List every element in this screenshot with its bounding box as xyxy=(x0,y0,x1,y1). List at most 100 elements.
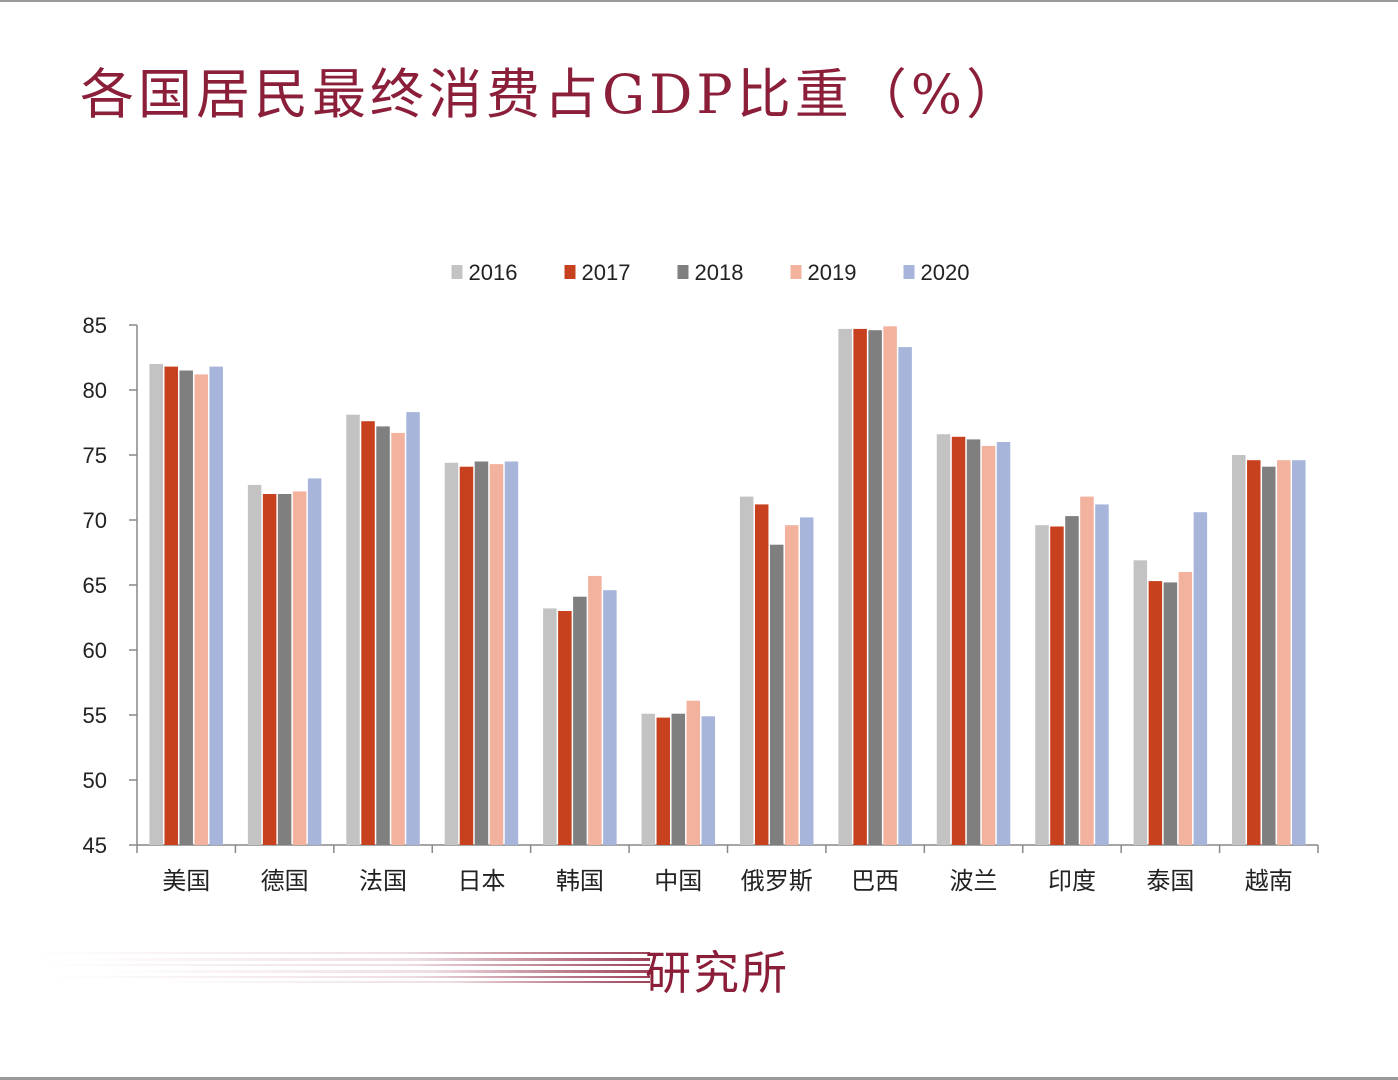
bar-2019 xyxy=(686,700,701,845)
x-tick-label: 印度 xyxy=(1048,867,1096,895)
bar-2018 xyxy=(277,494,292,845)
bar-2017 xyxy=(1247,460,1261,845)
bar-2019 xyxy=(489,464,504,845)
bar-2016 xyxy=(936,434,951,845)
legend-swatch-2017 xyxy=(564,265,576,279)
legend-label-2016: 2016 xyxy=(469,260,518,285)
bar-2019 xyxy=(1178,572,1193,845)
bar-2019 xyxy=(981,445,996,845)
x-tick-label: 泰国 xyxy=(1146,867,1194,895)
bar-2017 xyxy=(459,466,474,845)
bar-2020 xyxy=(209,366,223,845)
x-tick-label: 巴西 xyxy=(851,867,899,895)
bar-2016 xyxy=(444,462,459,845)
legend-swatch-2016 xyxy=(451,265,463,279)
bar-2019 xyxy=(1080,496,1094,845)
bar-2018 xyxy=(179,370,193,845)
bar-2018 xyxy=(671,713,686,845)
bar-2020 xyxy=(799,517,814,845)
bar-2020 xyxy=(1193,512,1208,845)
legend-swatch-2018 xyxy=(677,265,689,279)
bar-2016 xyxy=(247,484,262,845)
bar-2019 xyxy=(883,326,897,845)
y-tick-label: 75 xyxy=(83,443,107,468)
bar-2019 xyxy=(588,575,602,845)
legend-label-2017: 2017 xyxy=(582,260,631,285)
y-tick-label: 80 xyxy=(83,378,107,403)
y-tick-label: 85 xyxy=(83,313,107,338)
bar-2020 xyxy=(996,442,1011,845)
bar-2017 xyxy=(558,611,572,845)
bar-2019 xyxy=(391,432,405,845)
bar-2020 xyxy=(504,461,519,845)
bar-2020 xyxy=(1292,460,1306,845)
bar-2018 xyxy=(966,439,981,845)
bar-2020 xyxy=(307,478,322,845)
x-tick-label: 韩国 xyxy=(556,867,604,895)
bar-2016 xyxy=(1133,560,1148,845)
bar-2020 xyxy=(603,590,617,845)
legend-label-2020: 2020 xyxy=(921,260,970,285)
bar-2018 xyxy=(1065,516,1079,845)
y-axis: 45 50 55 60 65 70 75 80 85 xyxy=(83,313,138,858)
x-tick-label: 中国 xyxy=(654,867,702,895)
x-tick-label: 美国 xyxy=(162,867,210,895)
x-tick-label: 越南 xyxy=(1245,867,1293,895)
page-title: 各国居民最终消费占GDP比重（%） xyxy=(80,63,1025,126)
bar-2020 xyxy=(701,716,716,845)
bar-2017 xyxy=(951,436,966,845)
bar-2019 xyxy=(292,491,307,845)
bar-2017 xyxy=(853,328,867,845)
bars xyxy=(149,326,1306,845)
bar-2018 xyxy=(1163,582,1178,845)
chart-legend: 2016 2017 2018 2019 2020 xyxy=(451,260,970,285)
y-tick-label: 55 xyxy=(83,703,107,728)
bar-2018 xyxy=(573,596,587,845)
bar-2016 xyxy=(1232,455,1246,845)
bar-2018 xyxy=(376,426,390,845)
legend-swatch-2019 xyxy=(790,265,802,279)
y-tick-label: 70 xyxy=(83,508,107,533)
x-axis: 美国 德国 法国 日本 韩国 中国 俄罗斯 巴西 波兰 印度 泰国 越南 xyxy=(136,844,1319,895)
bottom-border xyxy=(0,1077,1398,1080)
x-tick-label: 德国 xyxy=(261,867,309,895)
bar-2018 xyxy=(1262,466,1276,845)
x-tick-label: 日本 xyxy=(457,867,505,895)
bar-2020 xyxy=(1095,504,1109,845)
bar-2016 xyxy=(838,328,852,845)
y-tick-label: 50 xyxy=(83,768,107,793)
bar-2017 xyxy=(656,717,671,845)
bar-2016 xyxy=(346,414,360,845)
bar-2017 xyxy=(1050,526,1064,845)
footer-decoration xyxy=(30,952,650,983)
bar-2018 xyxy=(474,461,489,845)
bar-2019 xyxy=(194,374,208,845)
bar-2017 xyxy=(262,494,277,845)
y-tick-label: 45 xyxy=(83,833,107,858)
bar-2020 xyxy=(898,347,912,845)
legend-label-2018: 2018 xyxy=(695,260,744,285)
bar-2017 xyxy=(1148,581,1163,845)
bar-2018 xyxy=(868,330,882,845)
x-tick-label: 法国 xyxy=(359,867,407,895)
bar-2017 xyxy=(754,504,769,845)
x-tick-label: 俄罗斯 xyxy=(741,867,813,895)
bar-2020 xyxy=(406,412,420,845)
legend-swatch-2020 xyxy=(903,265,915,279)
bar-2016 xyxy=(1035,525,1049,845)
bar-2016 xyxy=(149,364,163,845)
bar-2016 xyxy=(739,496,754,845)
bar-2019 xyxy=(784,525,799,845)
y-tick-label: 65 xyxy=(83,573,107,598)
legend-label-2019: 2019 xyxy=(808,260,857,285)
y-tick-label: 60 xyxy=(83,638,107,663)
footer-label: 研究所 xyxy=(645,946,789,1000)
x-tick-label: 波兰 xyxy=(950,867,998,895)
top-border xyxy=(0,0,1398,2)
bar-2017 xyxy=(164,366,178,845)
bar-2019 xyxy=(1277,460,1291,845)
bar-2016 xyxy=(641,713,656,845)
bar-2018 xyxy=(769,544,784,845)
bar-2017 xyxy=(361,421,375,845)
